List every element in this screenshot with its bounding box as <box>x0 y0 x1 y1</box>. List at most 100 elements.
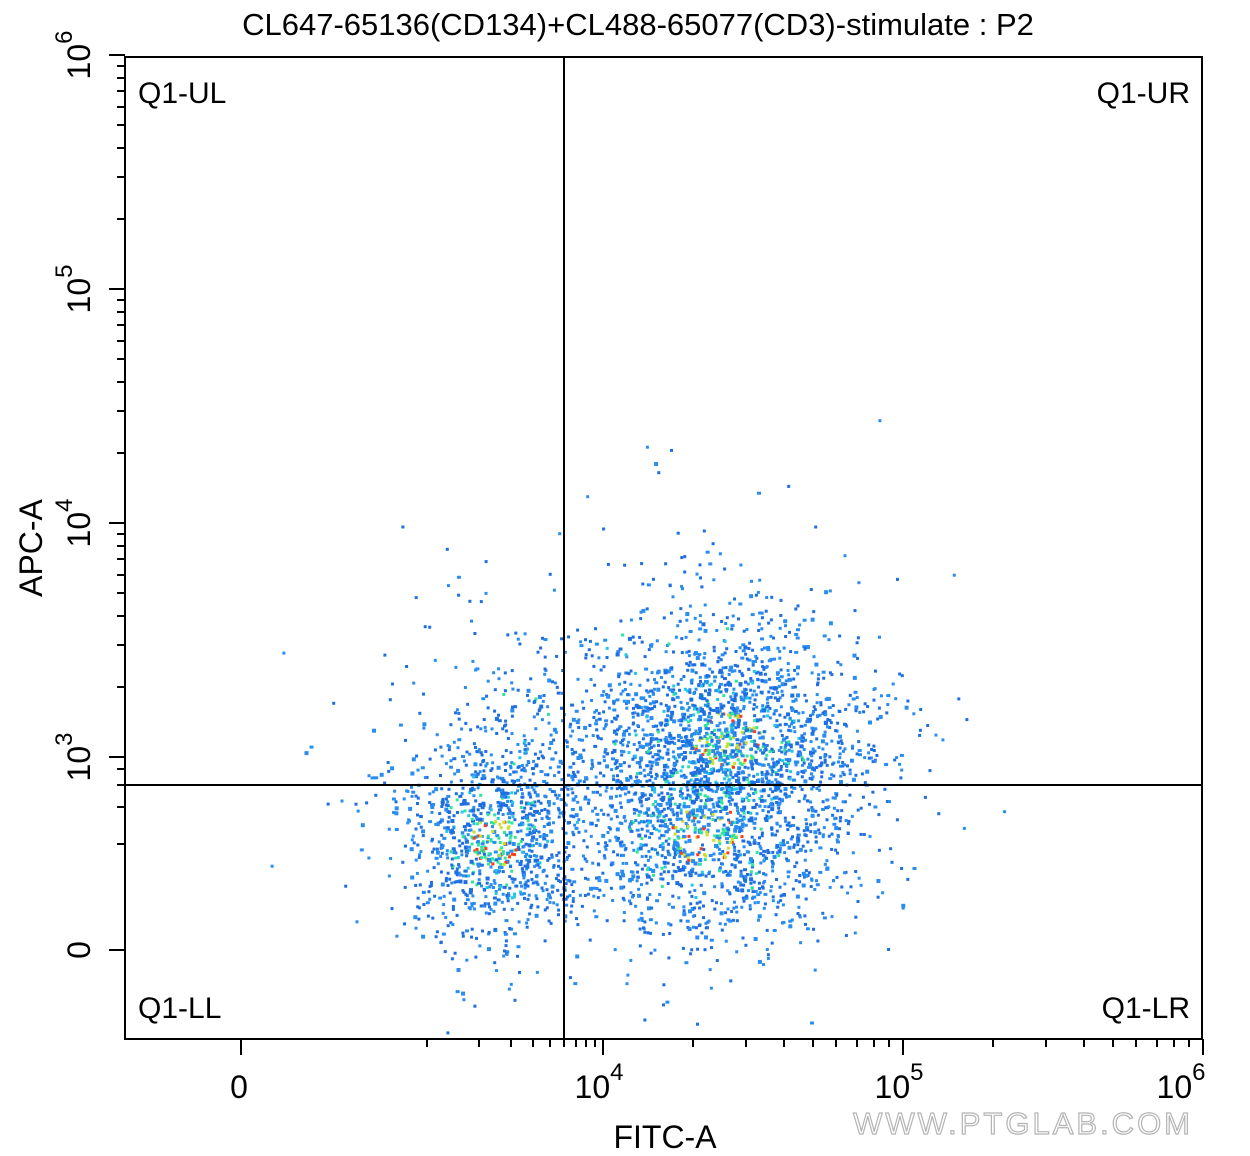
event-dot <box>650 775 654 779</box>
event-dot <box>828 671 832 675</box>
event-dot <box>533 804 537 808</box>
event-dot <box>465 750 469 754</box>
event-dot <box>460 727 464 731</box>
event-dot <box>667 842 671 846</box>
x-tick-label: 106 <box>1157 1059 1206 1105</box>
event-dot <box>582 748 586 752</box>
event-dot <box>898 672 902 676</box>
event-dot <box>665 775 669 779</box>
event-dot <box>547 803 551 807</box>
event-dot <box>660 791 664 795</box>
event-dot <box>760 616 764 620</box>
event-dot <box>841 761 845 764</box>
event-dot <box>629 891 633 895</box>
event-dot <box>690 734 693 738</box>
event-dot <box>578 753 583 758</box>
event-dot <box>742 817 746 821</box>
event-dot <box>643 920 647 924</box>
event-dot <box>518 756 522 760</box>
event-dot <box>649 951 653 955</box>
event-dot <box>722 853 726 856</box>
event-dot <box>564 846 568 849</box>
event-dot <box>702 904 705 908</box>
event-dot <box>763 749 767 753</box>
event-dot <box>667 837 671 841</box>
event-dot <box>736 664 740 668</box>
event-dot <box>693 770 698 775</box>
event-dot <box>781 893 785 897</box>
event-dot <box>507 987 511 991</box>
event-dot <box>857 876 861 880</box>
event-dot <box>470 619 473 623</box>
event-dot <box>635 772 639 775</box>
event-dot <box>638 780 642 784</box>
event-dot <box>700 788 704 792</box>
event-dot <box>576 923 580 927</box>
event-dot <box>598 793 602 797</box>
event-dot <box>659 702 663 706</box>
event-dot <box>681 867 686 872</box>
event-dot <box>804 897 808 901</box>
event-dot <box>638 683 642 687</box>
event-dot <box>708 743 712 746</box>
event-dot <box>584 656 588 660</box>
event-dot <box>659 819 663 823</box>
event-dot <box>736 809 740 813</box>
event-dot <box>799 752 802 755</box>
event-dot <box>727 799 731 803</box>
event-dot <box>543 939 547 943</box>
event-dot <box>784 624 787 628</box>
event-dot <box>859 832 863 836</box>
event-dot <box>588 724 592 727</box>
event-dot <box>583 894 587 897</box>
event-dot <box>423 776 427 780</box>
event-dot <box>663 670 668 675</box>
event-dot <box>533 864 537 868</box>
event-dot <box>766 701 770 705</box>
event-dot <box>779 668 783 672</box>
event-dot <box>533 781 537 785</box>
event-dot <box>770 859 774 863</box>
event-dot <box>684 718 688 722</box>
event-dot <box>445 547 449 551</box>
event-dot <box>663 777 668 781</box>
event-dot <box>480 806 485 810</box>
event-dots <box>270 419 1007 1035</box>
event-dot <box>750 613 755 617</box>
event-dot <box>762 730 766 734</box>
event-dot <box>713 755 717 759</box>
event-dot <box>667 870 671 874</box>
event-dot <box>691 760 695 764</box>
event-dot <box>828 589 832 593</box>
event-dot <box>481 760 485 763</box>
event-dot <box>486 679 490 683</box>
event-dot <box>758 836 761 840</box>
event-dot <box>708 772 712 775</box>
event-dot <box>771 770 775 773</box>
event-dot <box>763 879 767 883</box>
event-dot <box>597 875 601 879</box>
event-dot <box>667 922 671 926</box>
event-dot <box>853 609 857 613</box>
event-dot <box>736 714 740 718</box>
event-dot <box>581 700 584 704</box>
event-dot <box>516 901 520 905</box>
event-dot <box>777 684 781 688</box>
event-dot <box>753 758 758 762</box>
event-dot <box>654 777 658 780</box>
event-dot <box>671 796 675 800</box>
event-dot <box>646 858 650 862</box>
event-dot <box>612 778 616 782</box>
event-dot <box>822 733 827 738</box>
event-dot <box>729 770 733 774</box>
event-dot <box>643 733 647 737</box>
event-dot <box>634 791 638 795</box>
event-dot <box>612 774 615 778</box>
event-dot <box>446 820 450 824</box>
event-dot <box>590 767 594 771</box>
event-dot <box>513 877 517 881</box>
event-dot <box>653 753 658 756</box>
event-dot <box>828 885 832 889</box>
event-dot <box>434 822 438 826</box>
event-dot <box>691 738 695 742</box>
